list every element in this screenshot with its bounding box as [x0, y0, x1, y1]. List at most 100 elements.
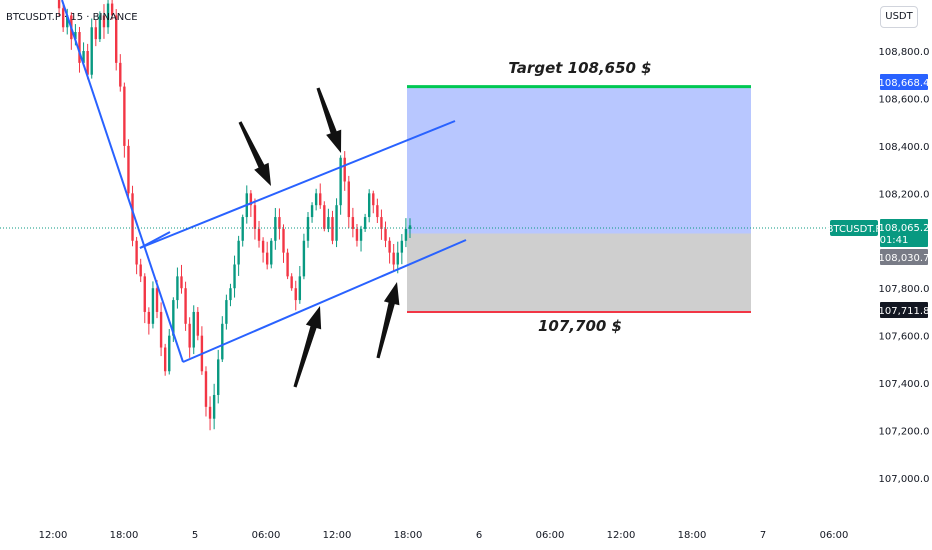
target-price-tag-text: 108,668.4: [879, 78, 930, 89]
candle-body: [82, 51, 85, 63]
time-axis-label: 18:00: [110, 530, 139, 541]
arrow-up-1: [293, 306, 322, 388]
candle-body: [249, 193, 253, 206]
candle-body: [355, 228, 359, 241]
candle-body: [396, 252, 399, 265]
candle-body: [217, 359, 220, 395]
channel-left-line: [139, 231, 171, 249]
candle-body: [261, 240, 265, 253]
candle-body: [196, 311, 200, 336]
candle-body: [155, 288, 159, 312]
time-axis-label: 18:00: [394, 530, 423, 541]
candle-body: [372, 193, 375, 206]
candle-body: [339, 157, 342, 206]
candle-body: [159, 311, 163, 348]
candle-body: [188, 323, 191, 348]
candle-body: [351, 217, 355, 229]
time-axis-label: 12:00: [323, 530, 352, 541]
candle-body: [384, 228, 387, 241]
price-axis-label: 107,600.0: [879, 332, 930, 343]
candle-body: [172, 300, 175, 336]
channel-lines: [61, 0, 467, 363]
symbol-tag-text: BTCUSDT.P: [827, 224, 882, 235]
current-price-text: 108,065.2: [879, 223, 930, 234]
price-axis-label: 107,800.0: [879, 284, 930, 295]
time-axis[interactable]: 12:00 18:00 5 06:00 12:00 18:00 6 06:00 12:00 18:…: [39, 530, 849, 541]
candle-body: [388, 240, 391, 253]
stop-price-text: 107,711.8: [879, 306, 930, 317]
candle-body: [74, 32, 77, 40]
candle-body: [115, 15, 118, 63]
candle-body: [274, 217, 277, 241]
candle-body: [241, 217, 244, 241]
candle-body: [408, 225, 412, 229]
candle-body: [102, 15, 106, 28]
candle-body: [306, 217, 310, 241]
currency-unit-button[interactable]: USDT: [880, 6, 918, 28]
candle-body: [331, 217, 334, 241]
time-axis-label: 06:00: [536, 530, 565, 541]
candle-body: [327, 217, 330, 229]
price-axis-label: 108,400.0: [879, 142, 930, 153]
candle-body: [294, 288, 297, 301]
candle-body: [135, 240, 138, 265]
price-axis-label: 108,200.0: [879, 189, 930, 200]
candle-body: [180, 276, 183, 289]
arrow-down-1: [238, 121, 271, 186]
price-axis-label: 108,800.0: [879, 47, 930, 58]
candle-body: [61, 8, 65, 28]
candle-body: [310, 205, 314, 218]
candle-body: [204, 371, 208, 407]
candle-body: [319, 193, 322, 206]
channel-lower-line: [182, 239, 467, 363]
countdown-text: 01:41: [880, 235, 909, 246]
arrow-down-2: [316, 87, 342, 153]
candle-body: [176, 276, 179, 301]
candle-body: [168, 335, 171, 372]
candle-body: [286, 252, 289, 277]
candle-body: [257, 228, 261, 241]
candle-body: [119, 62, 122, 87]
candle-body: [392, 252, 395, 265]
candle-body: [302, 240, 306, 277]
candle-body: [78, 32, 81, 63]
candle-body: [290, 276, 293, 289]
target-zone: [407, 86, 751, 234]
time-axis-label: 18:00: [678, 530, 707, 541]
downtrend-line: [61, 0, 184, 363]
entry-price-tag: 108,030.7: [879, 249, 930, 265]
candle-body: [184, 288, 187, 324]
target-price-tag: 108,668.4: [879, 74, 930, 90]
candles: [57, 0, 412, 431]
candle-body: [151, 288, 155, 324]
time-axis-label: 12:00: [607, 530, 636, 541]
arrows: [238, 87, 400, 388]
candle-body: [110, 3, 114, 16]
candle-body: [98, 15, 102, 40]
symbol-tag: BTCUSDT.P: [827, 220, 882, 236]
candle-body: [343, 157, 346, 182]
price-axis[interactable]: 108,800.0 108,600.0 108,400.0 108,200.0 107,…: [879, 47, 930, 485]
candle-body: [367, 193, 371, 218]
candle-body: [359, 228, 363, 241]
candle-body: [347, 181, 350, 218]
target-label: Target 108,650 $: [508, 59, 651, 77]
candle-body: [221, 323, 224, 360]
price-axis-label: 108,600.0: [879, 94, 930, 105]
candle-body: [270, 240, 273, 265]
candle-body: [314, 193, 318, 206]
candle-body: [66, 15, 69, 28]
candle-body: [400, 240, 404, 253]
time-axis-label: 6: [476, 530, 482, 541]
price-axis-label: 107,200.0: [879, 427, 930, 438]
candle-body: [380, 217, 383, 229]
candle-body: [131, 193, 134, 241]
stop-label: 107,700 $: [538, 317, 622, 335]
position-zones: [407, 85, 751, 313]
time-axis-label: 06:00: [820, 530, 849, 541]
candle-body: [298, 276, 302, 301]
entry-price-text: 108,030.7: [879, 253, 930, 264]
candle-body: [86, 51, 89, 75]
time-axis-label: 5: [192, 530, 198, 541]
